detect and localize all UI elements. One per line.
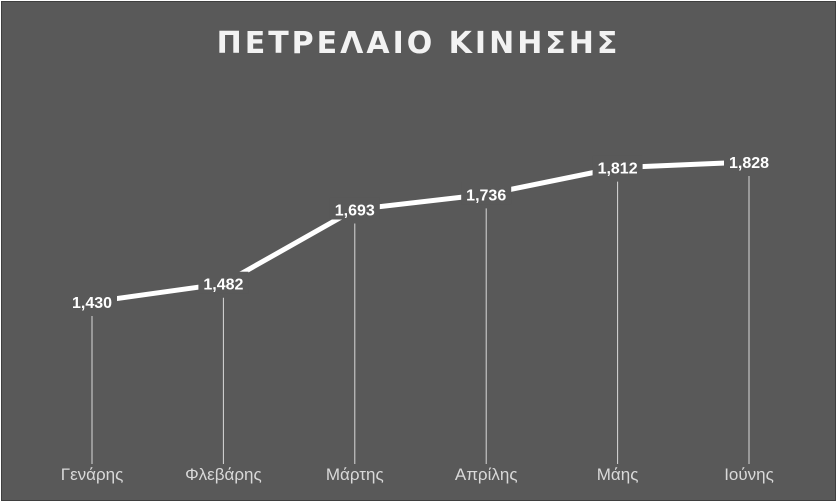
series-line	[89, 159, 752, 305]
data-label-background	[724, 150, 774, 172]
x-tick-label: Μάρτης	[326, 465, 384, 484]
data-label-background	[198, 271, 249, 294]
data-label-background	[329, 197, 380, 220]
x-tick-label: Μάης	[597, 465, 639, 484]
data-label: 1,693	[335, 202, 375, 219]
data-label: 1,430	[72, 295, 112, 312]
data-label-background	[592, 155, 643, 178]
x-tick-label: Γενάρης	[61, 465, 124, 484]
data-label: 1,828	[729, 155, 769, 172]
x-tick-label: Φλεβάρης	[185, 465, 262, 484]
data-label-background	[461, 182, 512, 205]
data-label: 1,812	[598, 161, 638, 178]
data-label-background	[67, 290, 117, 312]
chart-title: ΠΕΤΡΕΛΑΙΟ ΚΙΝΗΣΗΣ	[216, 26, 621, 61]
x-tick-label: Ιούνης	[724, 465, 774, 484]
data-label: 1,736	[466, 187, 506, 204]
data-label: 1,482	[203, 277, 243, 294]
x-tick-label: Απρίλης	[455, 465, 518, 484]
